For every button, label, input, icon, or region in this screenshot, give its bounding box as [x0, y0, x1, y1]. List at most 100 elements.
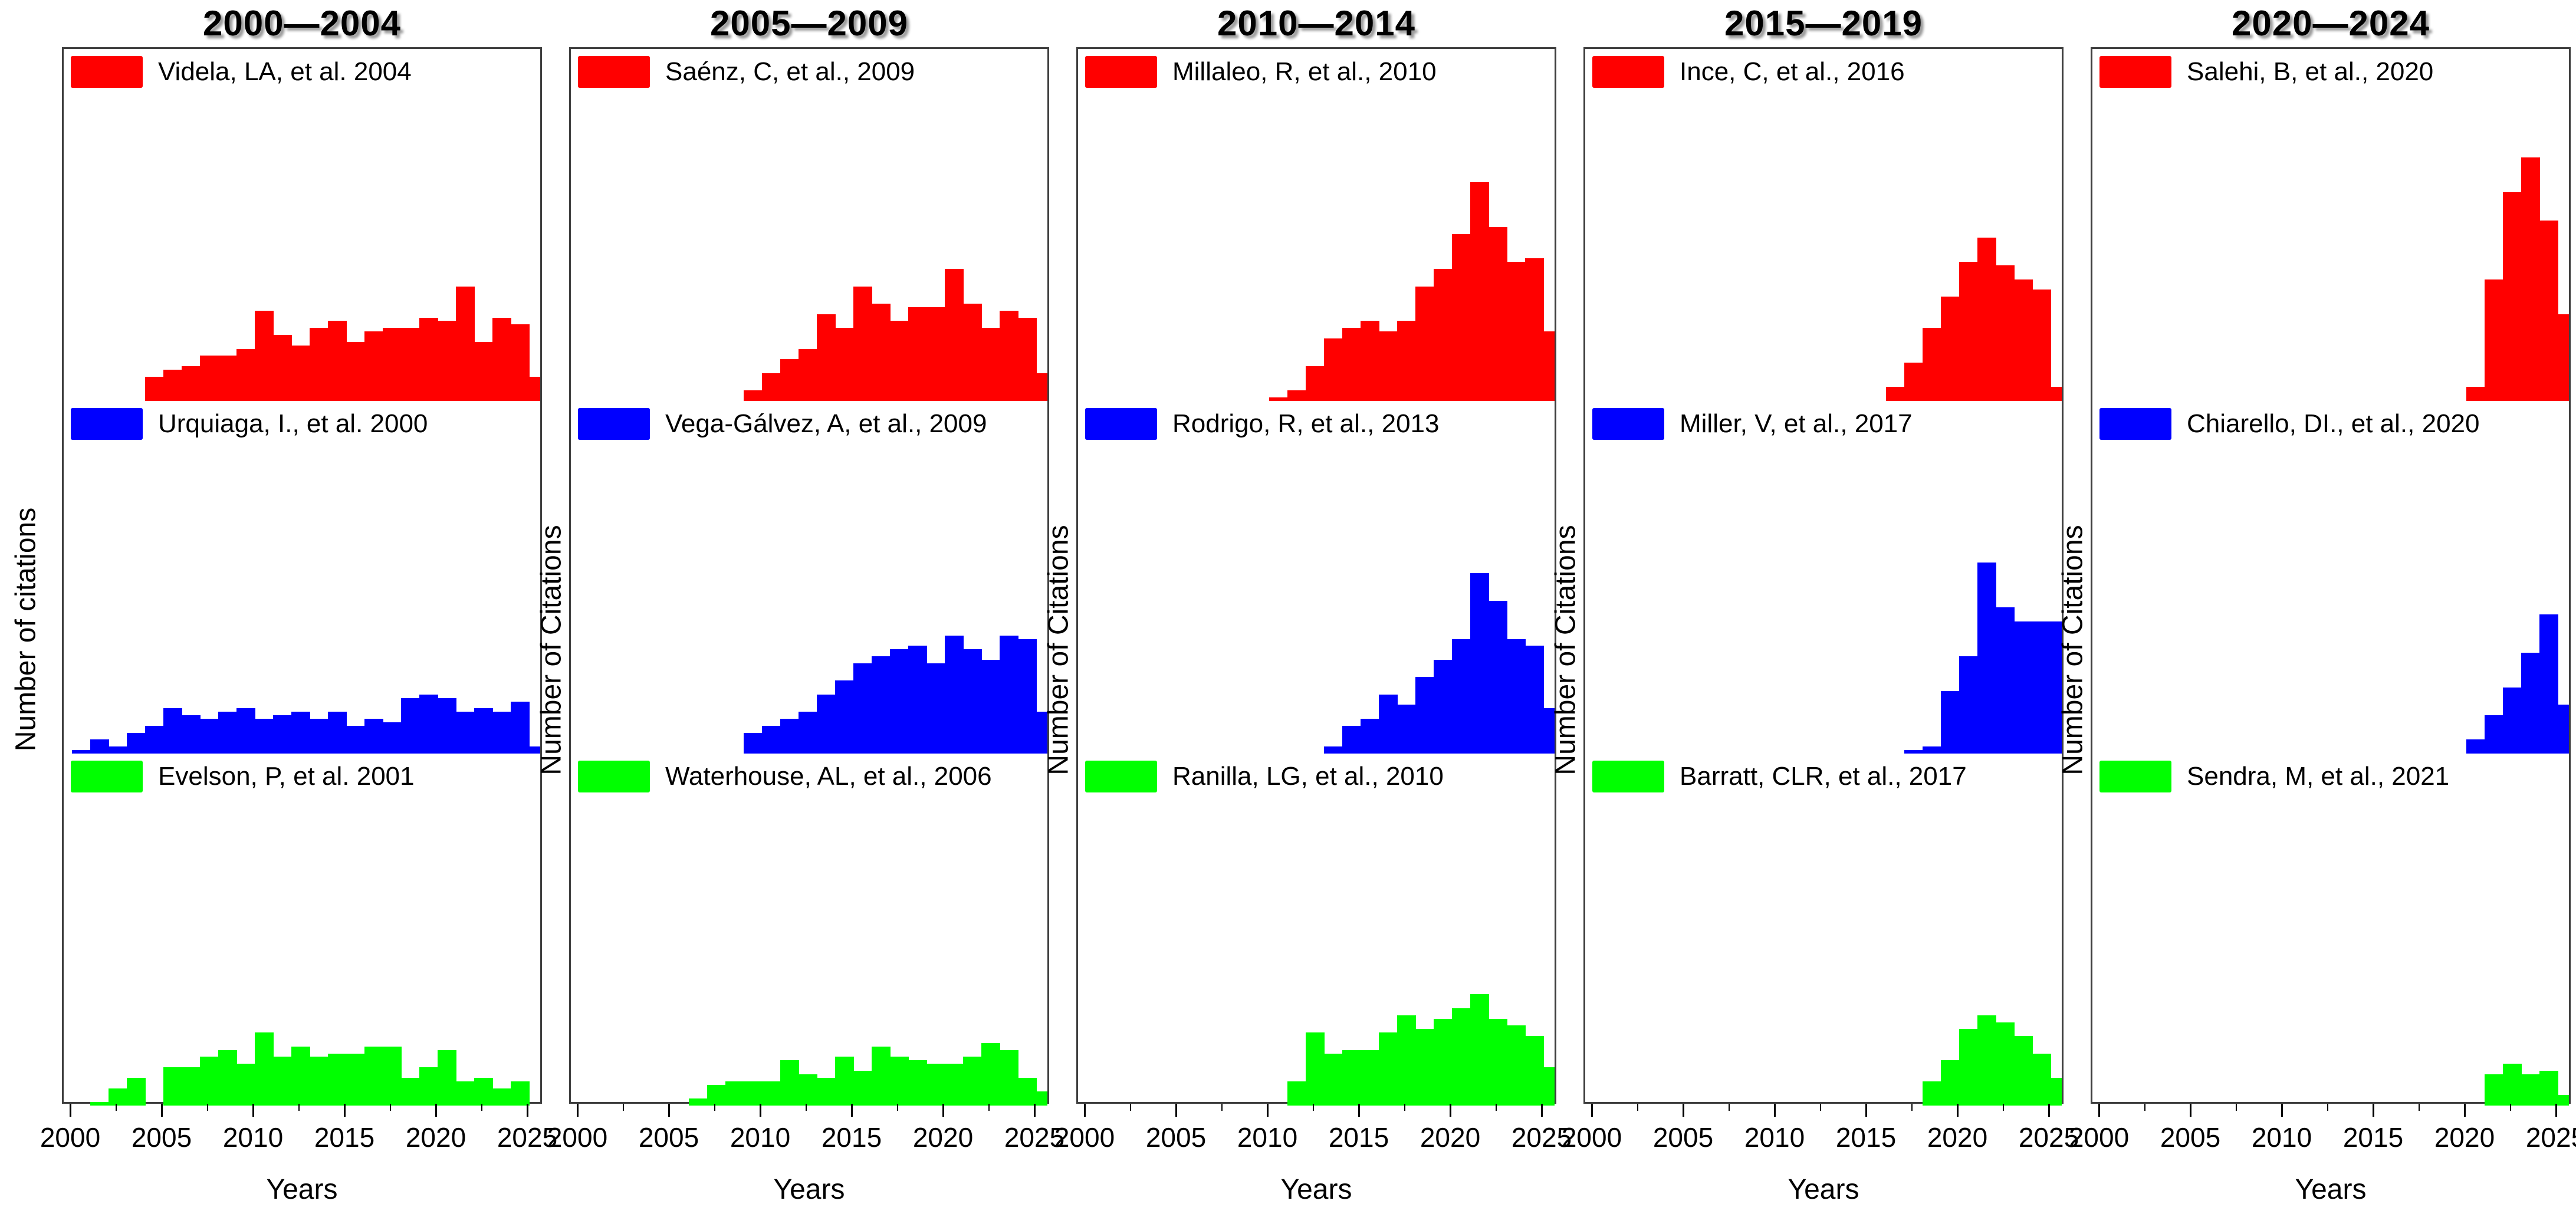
histogram-bar: [346, 1053, 365, 1106]
x-tick-label: 2025: [2018, 1122, 2079, 1153]
legend-label: Ince, C, et al., 2016: [1680, 57, 1905, 86]
x-tick-label: 2010: [222, 1122, 284, 1153]
histogram-bar: [200, 1056, 219, 1106]
histogram-bar: [2539, 221, 2558, 402]
x-tick-label: 2015: [2342, 1122, 2404, 1153]
histogram-bar: [1489, 1018, 1507, 1106]
histogram-bar: [1941, 297, 1960, 402]
legend: Waterhouse, AL, et al., 2006: [578, 760, 992, 792]
x-tick-label: 2015: [314, 1122, 375, 1153]
legend: Barratt, CLR, et al., 2017: [1592, 760, 1967, 792]
x-tick-major: [1956, 1104, 1959, 1117]
legend: Videla, LA, et al. 2004: [71, 56, 412, 88]
histogram-bar: [310, 718, 328, 754]
histogram-bar: [963, 1056, 982, 1106]
histogram-bar: [1977, 238, 1996, 402]
x-tick-major: [2098, 1104, 2100, 1117]
histogram-bar: [1018, 318, 1037, 402]
x-tick-minor: [2144, 1104, 2145, 1111]
histogram-bar: [926, 663, 945, 754]
histogram-bar: [817, 1077, 836, 1106]
legend-label: Barratt, CLR, et al., 2017: [1680, 761, 1967, 791]
histogram-bar: [1361, 1050, 1379, 1106]
histogram-bar: [1507, 1025, 1526, 1106]
x-tick-major: [2463, 1104, 2466, 1117]
x-tick-major: [2048, 1104, 2050, 1117]
x-tick-label: 2010: [1237, 1122, 1298, 1153]
subplot-blue: Chiarello, DI., et al., 2020: [2092, 401, 2569, 754]
histogram-bar: [163, 708, 182, 754]
histogram-bar: [2558, 704, 2569, 754]
histogram-bar: [1397, 321, 1416, 402]
legend-swatch: [1085, 760, 1157, 792]
histogram-bar: [1543, 708, 1555, 754]
histogram-bar: [1470, 573, 1489, 754]
x-tick-minor: [1819, 1104, 1821, 1111]
histogram-bar: [744, 390, 763, 402]
legend-swatch: [578, 56, 650, 88]
histogram-bar: [1324, 746, 1343, 754]
histogram-bar: [255, 718, 274, 754]
legend: Chiarello, DI., et al., 2020: [2099, 408, 2479, 440]
subplot-red: Videla, LA, et al. 2004: [64, 49, 540, 402]
x-tick-major: [2189, 1104, 2191, 1117]
histogram-bar: [1000, 635, 1018, 754]
histogram-bar: [1996, 607, 2015, 754]
histogram-bar: [1000, 311, 1018, 402]
histogram-bar: [817, 694, 836, 754]
histogram-bar: [2558, 1094, 2569, 1106]
histogram-bar: [1287, 390, 1306, 402]
legend-swatch: [578, 760, 650, 792]
histogram-bar: [1525, 645, 1544, 754]
legend-swatch: [2099, 56, 2171, 88]
x-tick-minor: [714, 1104, 715, 1111]
histogram-bar: [218, 1050, 237, 1106]
panel-title: 2000—2004: [203, 4, 401, 43]
legend: Saénz, C, et al., 2009: [578, 56, 915, 88]
histogram-bar: [438, 321, 456, 402]
histogram-bar: [236, 349, 255, 402]
histogram-bar: [1379, 694, 1398, 754]
legend: Sendra, M, et al., 2021: [2099, 760, 2449, 792]
histogram-bar: [1000, 1050, 1018, 1106]
histogram-bar: [72, 749, 91, 754]
x-axis-title: Years: [1788, 1174, 1859, 1205]
histogram-bar: [1287, 1081, 1306, 1106]
histogram-bar: [474, 342, 493, 402]
legend: Rodrigo, R, et al., 2013: [1085, 408, 1439, 440]
legend-swatch: [1592, 760, 1664, 792]
histogram-bar: [817, 314, 836, 402]
histogram-bar: [1415, 1028, 1434, 1106]
legend-swatch: [71, 408, 143, 440]
legend-label: Rodrigo, R, et al., 2013: [1172, 409, 1440, 439]
subplot-blue: Rodrigo, R, et al., 2013: [1078, 401, 1555, 754]
histogram-bar: [1923, 328, 1941, 402]
histogram-bar: [383, 722, 402, 754]
x-tick-label: 2010: [2251, 1122, 2312, 1153]
chart-panel-2020—2024: 2020—2024 Salehi, B, et al., 2020 Chiarell…: [2091, 4, 2571, 1106]
histogram-bar: [835, 328, 854, 402]
histogram-bar: [945, 635, 964, 754]
legend-label: Vega-Gálvez, A, et al., 2009: [665, 409, 987, 439]
histogram-bar: [1959, 262, 1978, 402]
x-tick-minor: [206, 1104, 208, 1111]
histogram-bar: [835, 680, 854, 754]
histogram-bar: [438, 1050, 456, 1106]
chart-panel-2005—2009: 2005—2009 Saénz, C, et al., 2009 Vega-Gálv…: [569, 4, 1049, 1106]
x-tick-label: 2010: [730, 1122, 791, 1153]
histogram-bar: [1452, 234, 1471, 402]
histogram-bar: [1397, 1015, 1416, 1106]
histogram-bar: [1525, 1035, 1544, 1106]
y-axis-label: Number of Citations: [1043, 525, 1075, 775]
x-tick-minor: [2509, 1104, 2511, 1111]
y-axis-label: Number of Citations: [535, 525, 567, 775]
histogram-bar: [492, 318, 511, 402]
histogram-bar: [2485, 1074, 2503, 1106]
x-tick-major: [2281, 1104, 2283, 1117]
histogram-bar: [291, 1046, 310, 1106]
histogram-bar: [780, 359, 799, 402]
histogram-bar: [2051, 621, 2062, 754]
legend-label: Evelson, P, et al. 2001: [158, 761, 415, 791]
legend: Urquiaga, I., et al. 2000: [71, 408, 428, 440]
x-tick-major: [1591, 1104, 1593, 1117]
